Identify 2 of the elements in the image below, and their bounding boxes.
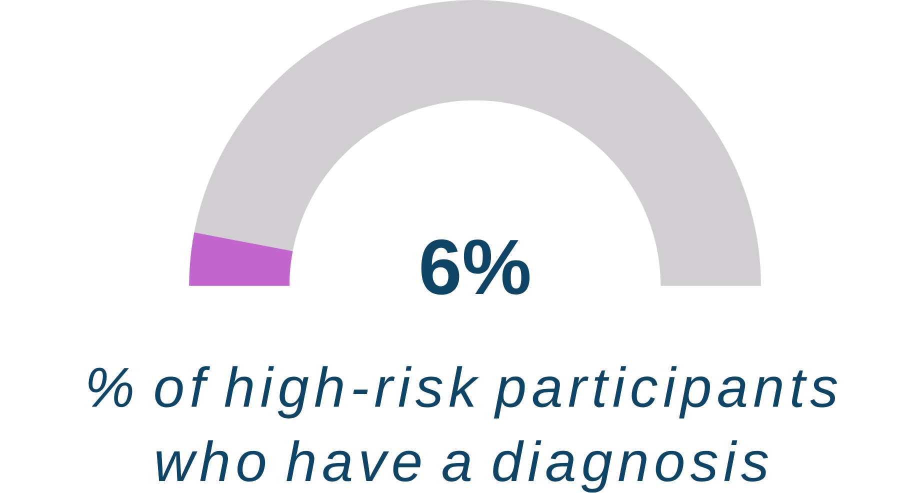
text: % of high-risk participants who have a diagnosis	[88, 366, 838, 493]
text: 6%	[421, 239, 530, 295]
